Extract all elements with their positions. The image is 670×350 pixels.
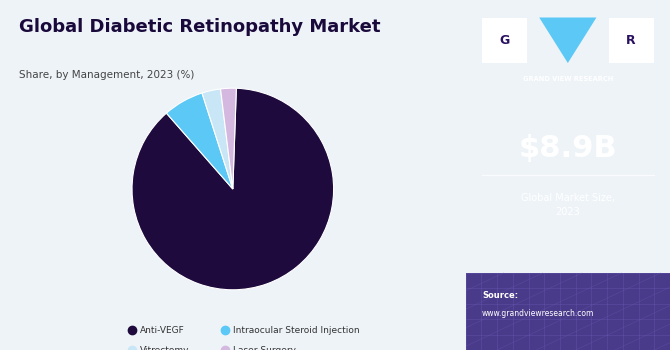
Text: www.grandviewresearch.com: www.grandviewresearch.com	[482, 309, 594, 318]
Text: Source:: Source:	[482, 291, 518, 300]
Text: Global Diabetic Retinopathy Market: Global Diabetic Retinopathy Market	[19, 18, 380, 35]
Bar	[482, 18, 527, 63]
Wedge shape	[202, 89, 233, 189]
Bar	[466, 273, 670, 350]
Polygon shape	[539, 18, 596, 63]
Text: Global Market Size,
2023: Global Market Size, 2023	[521, 193, 615, 217]
Text: Anti-VEGF: Anti-VEGF	[139, 326, 184, 335]
Text: G: G	[499, 34, 510, 47]
Text: Laser Surgery: Laser Surgery	[233, 346, 296, 350]
Text: Vitrectomy: Vitrectomy	[139, 346, 189, 350]
Text: $8.9B: $8.9B	[519, 134, 617, 163]
Text: Share, by Management, 2023 (%): Share, by Management, 2023 (%)	[19, 70, 194, 80]
Text: Intraocular Steroid Injection: Intraocular Steroid Injection	[233, 326, 359, 335]
Wedge shape	[166, 93, 233, 189]
Wedge shape	[220, 88, 237, 189]
Wedge shape	[132, 88, 334, 290]
Bar	[608, 18, 654, 63]
Text: GRAND VIEW RESEARCH: GRAND VIEW RESEARCH	[523, 76, 613, 82]
Text: R: R	[626, 34, 636, 47]
